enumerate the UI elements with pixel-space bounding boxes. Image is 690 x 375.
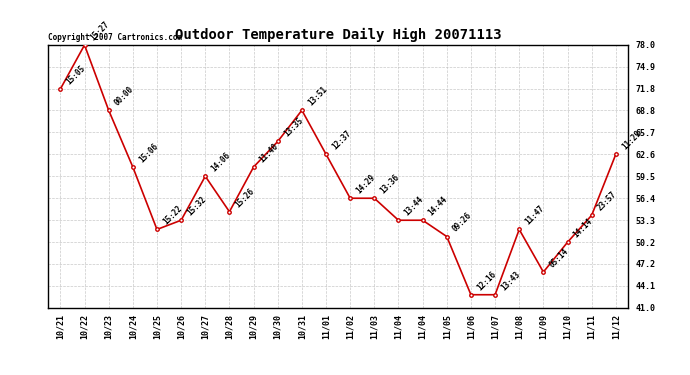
Text: 00:00: 00:00 — [113, 85, 135, 108]
Text: 23:57: 23:57 — [596, 190, 618, 213]
Text: 15:32: 15:32 — [186, 195, 208, 217]
Text: 15:26: 15:26 — [234, 186, 256, 209]
Text: 05:14: 05:14 — [548, 246, 570, 269]
Text: 11:47: 11:47 — [524, 204, 546, 226]
Text: 12:16: 12:16 — [475, 269, 497, 292]
Text: 11:29: 11:29 — [620, 129, 642, 152]
Text: 14:06: 14:06 — [210, 151, 232, 174]
Text: 14:44: 14:44 — [427, 195, 449, 217]
Text: 15:22: 15:22 — [161, 204, 184, 226]
Text: 11:40: 11:40 — [258, 141, 280, 164]
Text: 09:26: 09:26 — [451, 211, 473, 234]
Text: 14:14: 14:14 — [572, 217, 594, 240]
Text: 15:06: 15:06 — [137, 141, 159, 164]
Text: 13:43: 13:43 — [500, 269, 522, 292]
Text: 13:36: 13:36 — [379, 173, 401, 195]
Text: 13:35: 13:35 — [282, 116, 304, 139]
Text: Copyright 2007 Cartronics.com: Copyright 2007 Cartronics.com — [48, 33, 182, 42]
Text: 15:27: 15:27 — [89, 20, 111, 42]
Text: 14:29: 14:29 — [355, 173, 377, 195]
Text: 12:37: 12:37 — [331, 129, 353, 152]
Title: Outdoor Temperature Daily High 20071113: Outdoor Temperature Daily High 20071113 — [175, 28, 502, 42]
Text: 13:51: 13:51 — [306, 85, 328, 108]
Text: 13:44: 13:44 — [403, 195, 425, 217]
Text: 15:05: 15:05 — [65, 63, 87, 86]
